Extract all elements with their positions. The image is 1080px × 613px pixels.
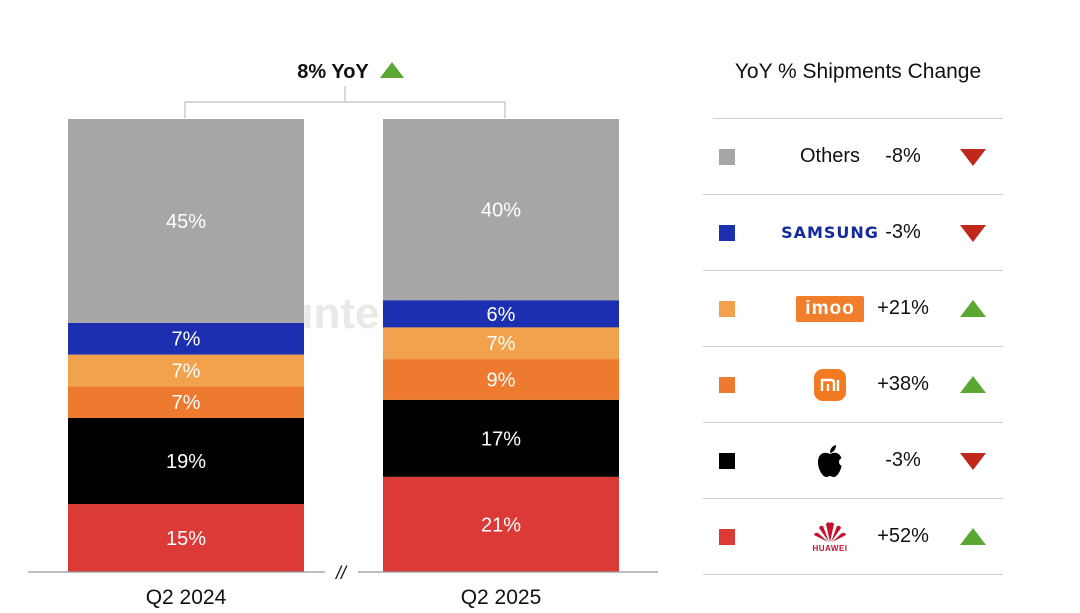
samsung-swatch — [719, 225, 735, 241]
bar-segment-others — [68, 119, 304, 323]
bar-segment-samsung — [68, 322, 304, 355]
brand-huawei: HUAWEI — [755, 499, 905, 574]
data-label: 45% — [166, 211, 206, 233]
up-triangle-icon — [960, 528, 986, 545]
change-value: -3% — [885, 221, 921, 243]
category-label: Q2 2024 — [146, 586, 227, 609]
bar-segment-xiaomi — [68, 386, 304, 418]
bar-segment-apple — [383, 399, 619, 477]
legend-row-samsung: SAMSUNG -3% — [703, 195, 1003, 271]
up-triangle-icon — [960, 376, 986, 393]
yoy-label: 8% YoY — [297, 61, 369, 83]
others-swatch — [719, 149, 735, 165]
huawei-flower-icon — [814, 521, 846, 542]
stacked-bar-chart: Counterpoint 15%19%7%7%7%45%21%17%9%7%6%… — [28, 61, 658, 609]
bar-segment-imoo — [68, 354, 304, 387]
huawei-logo: HUAWEI — [813, 521, 848, 553]
up-triangle-icon — [380, 62, 404, 78]
samsung-logo: SAMSUNG — [781, 223, 879, 242]
yoy-bracket — [184, 86, 506, 118]
data-label: 7% — [172, 392, 201, 414]
category-labels-group: Q2 2024 Q2 2025 — [146, 586, 542, 609]
bar-segment-imoo — [383, 327, 619, 360]
brand-imoo: imoo — [755, 271, 905, 346]
change-value: +21% — [877, 297, 929, 319]
legend-title: YoY % Shipments Change — [713, 50, 1003, 119]
change-value: +38% — [877, 373, 929, 395]
legend-row-huawei: HUAWEI +52% — [703, 499, 1003, 575]
legend-row-imoo: imoo +21% — [703, 271, 1003, 347]
axis-break-mark: // — [334, 563, 348, 583]
bar-segment-apple — [68, 417, 304, 505]
imoo-logo: imoo — [796, 295, 864, 322]
brand-others-label: Others — [799, 145, 861, 167]
data-label: 7% — [487, 333, 516, 355]
brand-samsung: SAMSUNG — [755, 195, 905, 270]
data-label: 17% — [481, 428, 521, 450]
down-triangle-icon — [960, 225, 986, 242]
change-value: +52% — [877, 525, 929, 547]
change-value: -8% — [885, 145, 921, 167]
data-label: 15% — [166, 528, 206, 550]
huawei-wordmark: HUAWEI — [812, 543, 848, 553]
legend-row-xiaomi: +38% — [703, 347, 1003, 423]
legend-panel: YoY % Shipments Change Others -8% SAMSUN… — [703, 50, 1003, 575]
brand-apple — [755, 423, 905, 498]
bar-segment-samsung — [383, 300, 619, 328]
data-label: 7% — [172, 329, 201, 351]
down-triangle-icon — [960, 149, 986, 166]
data-label: 7% — [172, 360, 201, 382]
up-triangle-icon — [960, 300, 986, 317]
data-label: 21% — [481, 514, 521, 536]
segment-labels-group: 15% 19% 7% 7% 7% 45% 21% 17% 9% 7% 6% 40% — [166, 200, 521, 550]
xiaomi-swatch — [719, 377, 735, 393]
legend-row-apple: -3% — [703, 423, 1003, 499]
bars-group — [68, 119, 619, 572]
bar-segment-xiaomi — [383, 359, 619, 400]
imoo-swatch — [719, 301, 735, 317]
category-label: Q2 2025 — [461, 586, 542, 609]
data-label: 6% — [487, 304, 516, 326]
down-triangle-icon — [960, 453, 986, 470]
brand-others: Others — [755, 119, 905, 194]
legend-row-others: Others -8% — [703, 119, 1003, 195]
brand-xiaomi — [755, 347, 905, 422]
data-label: 40% — [481, 200, 521, 222]
apple-swatch — [719, 453, 735, 469]
data-label: 9% — [487, 369, 516, 391]
data-label: 19% — [166, 451, 206, 473]
xiaomi-logo-icon — [814, 368, 846, 401]
bar-segment-huawei — [68, 504, 304, 572]
bar-segment-huawei — [383, 476, 619, 572]
bar-segment-others — [383, 119, 619, 301]
change-value: -3% — [885, 449, 921, 471]
huawei-swatch — [719, 529, 735, 545]
apple-logo-icon — [818, 444, 845, 477]
